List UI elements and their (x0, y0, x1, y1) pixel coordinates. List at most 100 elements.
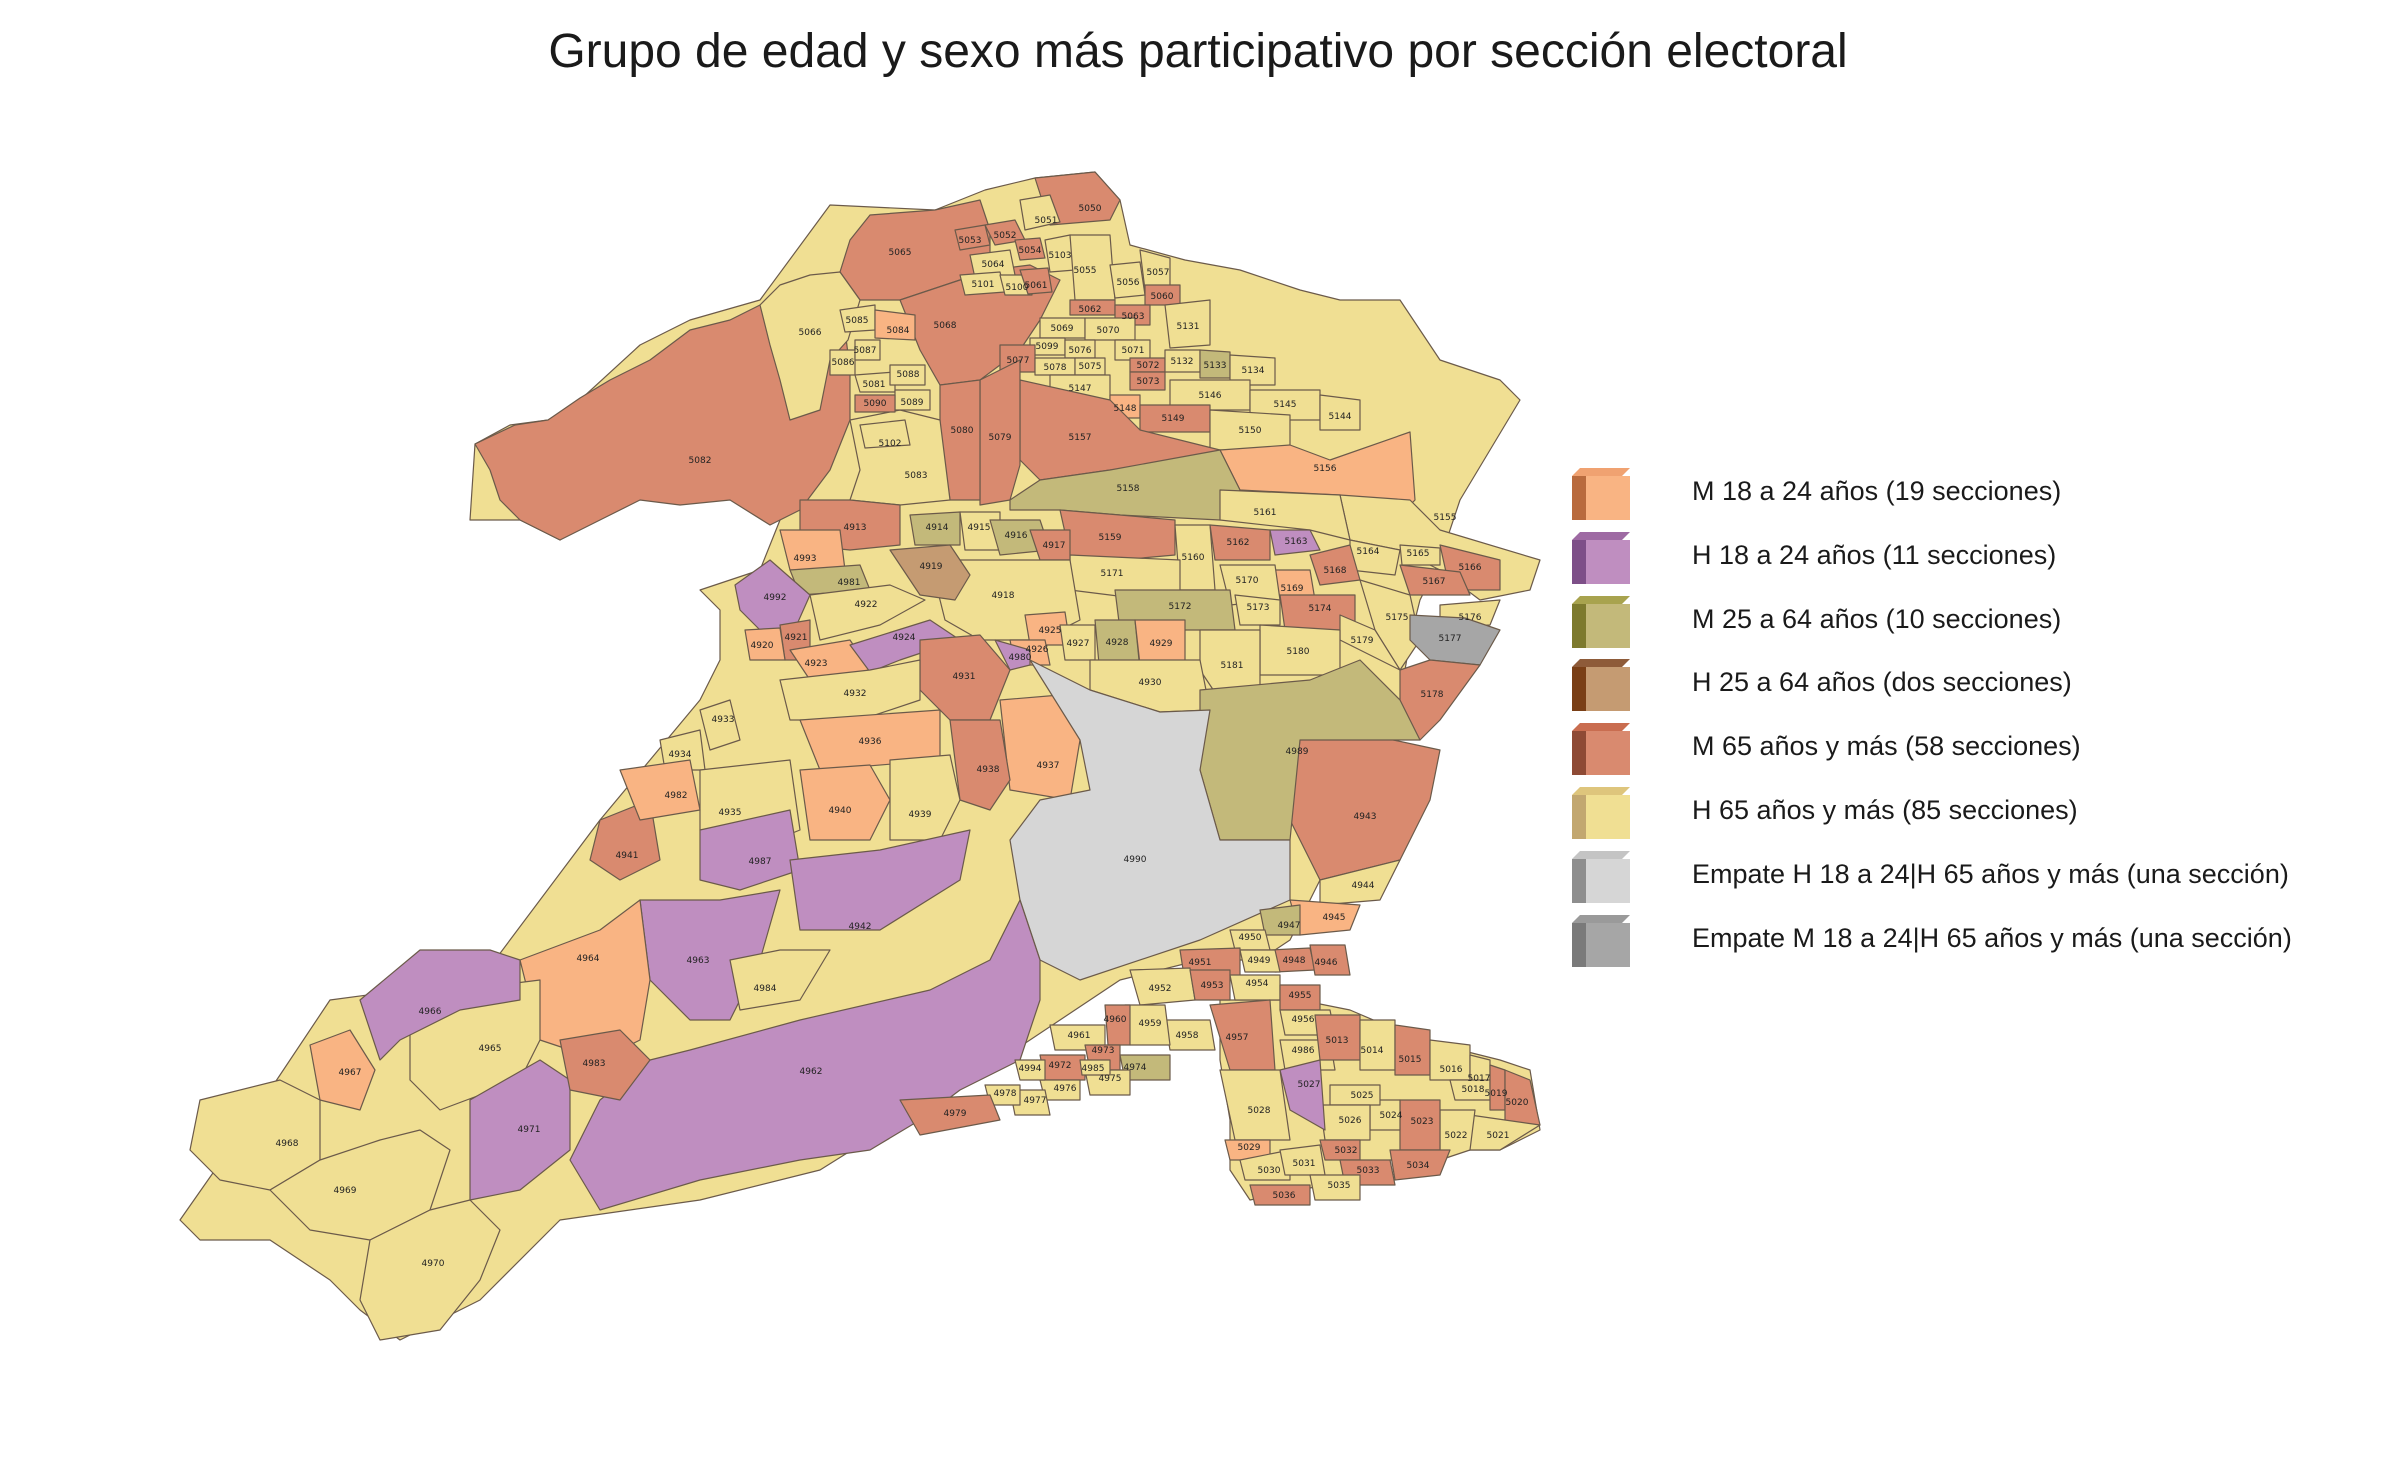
section-label-4974: 4974 (1124, 1063, 1147, 1073)
legend-label: Empate M 18 a 24|H 65 años y más (una se… (1692, 922, 2292, 953)
section-label-4951: 4951 (1189, 958, 1212, 968)
section-label-4942: 4942 (849, 922, 872, 932)
section-label-4982: 4982 (665, 791, 688, 801)
section-5087 (854, 339, 881, 361)
section-label-5100: 5100 (1006, 283, 1029, 293)
section-4933 (699, 699, 741, 751)
section-label-5083: 5083 (905, 471, 928, 481)
section-label-4920: 4920 (751, 641, 774, 651)
section-4947 (1259, 904, 1301, 936)
section-4949 (1239, 949, 1281, 973)
section-4984 (729, 949, 831, 1011)
section-label-4959: 4959 (1139, 1019, 1162, 1029)
section-4994 (1014, 1059, 1046, 1081)
section-label-4950: 4950 (1239, 933, 1262, 943)
section-label-4946: 4946 (1315, 958, 1338, 968)
legend-swatch (1572, 595, 1630, 648)
section-label-5017: 5017 (1468, 1074, 1491, 1084)
section-label-4980: 4980 (1009, 653, 1032, 663)
section-label-5165: 5165 (1407, 549, 1430, 559)
section-label-5173: 5173 (1247, 603, 1270, 613)
section-label-5023: 5023 (1411, 1117, 1434, 1127)
section-4932 (779, 659, 921, 721)
section-label-5131: 5131 (1177, 322, 1200, 332)
section-label-4957: 4957 (1226, 1033, 1249, 1043)
section-label-5166: 5166 (1459, 563, 1482, 573)
section-label-4952: 4952 (1149, 984, 1172, 994)
section-label-4989: 4989 (1286, 747, 1309, 757)
section-5090 (854, 394, 896, 413)
section-label-5056: 5056 (1117, 278, 1140, 288)
section-label-4979: 4979 (944, 1109, 967, 1119)
section-4970 (359, 1199, 501, 1341)
section-label-5022: 5022 (1445, 1131, 1468, 1141)
section-labels: 5082 5065 5068 5066 5050 5051 5052 5053 5054 5064… (276, 204, 1529, 1269)
section-label-4975: 4975 (1099, 1074, 1122, 1084)
legend-swatch (1572, 468, 1630, 520)
section-label-4931: 4931 (953, 672, 976, 682)
section-label-4936: 4936 (859, 737, 882, 747)
section-label-5082: 5082 (689, 456, 712, 466)
section-5134 (1229, 354, 1276, 386)
section-label-4934: 4934 (669, 750, 692, 760)
section-label-4943: 4943 (1354, 812, 1377, 822)
section-label-4930: 4930 (1139, 678, 1162, 688)
section-label-5030: 5030 (1258, 1166, 1281, 1176)
section-label-4956: 4956 (1292, 1015, 1315, 1025)
section-5163 (1269, 529, 1321, 556)
section-label-5162: 5162 (1227, 538, 1250, 548)
section-5035 (1309, 1174, 1361, 1201)
section-label-5054: 5054 (1019, 246, 1042, 256)
section-label-4977: 4977 (1024, 1096, 1047, 1106)
section-label-5081: 5081 (863, 380, 886, 390)
section-4920 (744, 627, 786, 661)
section-label-5090: 5090 (864, 399, 887, 409)
section-label-4970: 4970 (422, 1259, 445, 1269)
section-label-5033: 5033 (1357, 1166, 1380, 1176)
section-label-5035: 5035 (1328, 1181, 1351, 1191)
section-label-5028: 5028 (1248, 1106, 1271, 1116)
section-label-5177: 5177 (1439, 634, 1462, 644)
section-5175 (1359, 579, 1421, 671)
section-label-4948: 4948 (1283, 956, 1306, 966)
section-4993 (779, 529, 846, 571)
section-label-4984: 4984 (754, 984, 777, 994)
section-label-5086: 5086 (832, 358, 855, 368)
section-5131 (1164, 299, 1211, 349)
section-label-5062: 5062 (1079, 305, 1102, 315)
section-5054 (1014, 237, 1046, 261)
section-label-4993: 4993 (794, 554, 817, 564)
section-label-5169: 5169 (1281, 584, 1304, 594)
section-label-5016: 5016 (1440, 1065, 1463, 1075)
section-label-5102: 5102 (879, 439, 902, 449)
section-label-5052: 5052 (994, 231, 1017, 241)
section-label-4965: 4965 (479, 1044, 502, 1054)
section-label-5103: 5103 (1049, 251, 1072, 261)
section-5084 (874, 309, 916, 341)
section-5036 (1249, 1184, 1311, 1206)
section-label-4969: 4969 (334, 1186, 357, 1196)
section-label-5099: 5099 (1036, 342, 1059, 352)
section-4964 (519, 899, 651, 1061)
section-label-5170: 5170 (1236, 576, 1259, 586)
section-label-4937: 4937 (1037, 761, 1060, 771)
section-label-4927: 4927 (1067, 639, 1090, 649)
section-label-4918: 4918 (992, 591, 1015, 601)
section-label-4954: 4954 (1246, 979, 1269, 989)
section-5167 (1399, 564, 1471, 596)
section-label-5087: 5087 (854, 346, 877, 356)
section-label-5174: 5174 (1309, 604, 1332, 614)
section-4946 (1309, 944, 1351, 976)
section-label-5150: 5150 (1239, 426, 1262, 436)
section-4983 (559, 1029, 651, 1101)
section-5030 (1239, 1149, 1291, 1181)
section-label-4924: 4924 (893, 633, 916, 643)
section-label-4962: 4962 (800, 1067, 823, 1077)
section-4919 (889, 544, 971, 601)
section-label-5148: 5148 (1114, 404, 1137, 414)
section-label-5163: 5163 (1285, 537, 1308, 547)
section-5025 (1329, 1084, 1381, 1106)
section-4943 (1289, 734, 1441, 881)
section-4990 (1009, 659, 1291, 981)
section-label-4919: 4919 (920, 562, 943, 572)
